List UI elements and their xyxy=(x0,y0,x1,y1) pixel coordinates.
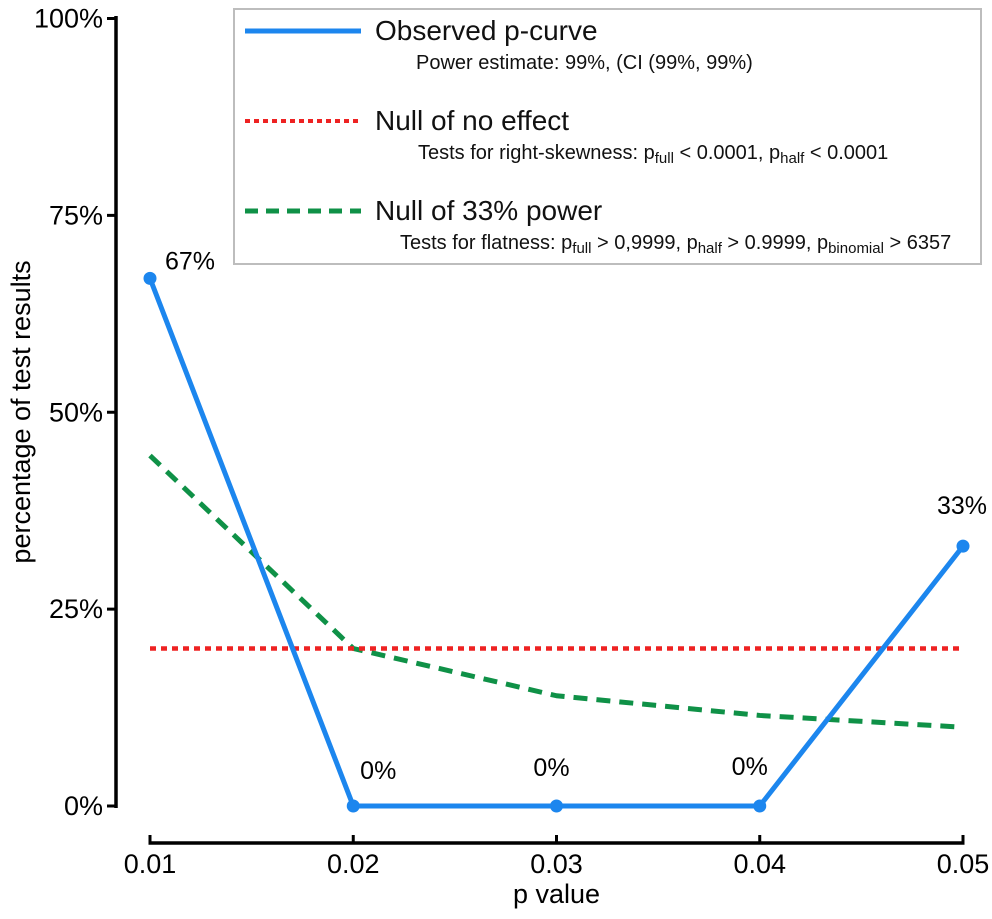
point-label: 67% xyxy=(165,247,215,275)
null-no-effect-line-swatch xyxy=(245,119,361,123)
y-tick-label: 25% xyxy=(49,594,103,624)
subscript: half xyxy=(697,240,722,257)
point-label: 33% xyxy=(937,492,987,520)
x-tick-label: 0.01 xyxy=(124,849,177,879)
legend-label-null-33-power: Null of 33% power xyxy=(375,195,603,226)
y-tick-label: 75% xyxy=(49,200,103,230)
legend-entry-null-no-effect: Null of no effect Tests for right-skewne… xyxy=(235,104,980,171)
subscript: binomial xyxy=(828,240,884,257)
detail-text: < 0.0001, p xyxy=(673,142,781,164)
data-point-observed-p-curve xyxy=(550,799,563,813)
y-tick-label: 50% xyxy=(49,397,103,427)
legend-row: Null of no effect xyxy=(235,104,980,138)
data-point-observed-p-curve xyxy=(346,799,360,813)
point-label: 0% xyxy=(732,753,768,781)
y-tick-label: 100% xyxy=(34,4,103,34)
legend-entry-null-33-power: Null of 33% power Tests for flatness: pf… xyxy=(235,194,980,261)
detail-text: Power estimate: 99%, (CI (99%, 99%) xyxy=(416,52,753,74)
legend-entry-observed-p-curve: Observed p-curve Power estimate: 99%, (C… xyxy=(235,14,980,75)
detail-text: > 6357 xyxy=(883,232,952,254)
point-label: 0% xyxy=(533,754,569,782)
subscript: full xyxy=(572,240,592,257)
x-axis-title: p value xyxy=(513,879,600,909)
legend-box: Observed p-curve Power estimate: 99%, (C… xyxy=(233,8,982,265)
data-point-observed-p-curve xyxy=(143,271,157,285)
x-tick-label: 0.02 xyxy=(327,849,380,879)
data-point-observed-p-curve xyxy=(956,539,970,553)
x-tick-label: 0.05 xyxy=(937,849,990,879)
y-tick-label: 0% xyxy=(64,791,103,821)
detail-text: Tests for right-skewness: p xyxy=(418,142,655,164)
legend-detail-right-skewness-tests: Tests for right-skewness: pfull < 0.0001… xyxy=(418,141,980,171)
legend-row: Null of 33% power xyxy=(235,194,980,228)
x-tick-label: 0.03 xyxy=(530,849,583,879)
subscript: half xyxy=(780,150,805,167)
subscript: full xyxy=(654,150,674,167)
legend-detail-flatness-tests: Tests for flatness: pfull > 0,9999, phal… xyxy=(400,231,980,261)
legend-label-observed-p-curve: Observed p-curve xyxy=(375,15,598,46)
series-line-observed-p-curve xyxy=(147,277,965,809)
detail-text: Tests for flatness: p xyxy=(400,232,573,254)
legend-label-null-no-effect: Null of no effect xyxy=(375,105,570,136)
y-axis-title: percentage of test results xyxy=(6,260,36,563)
x-tick-label: 0.04 xyxy=(733,849,786,879)
detail-text: > 0.9999, p xyxy=(721,232,829,254)
legend-row: Observed p-curve xyxy=(235,14,980,48)
observed-p-curve-line-swatch xyxy=(245,28,361,34)
point-label: 0% xyxy=(360,757,396,785)
data-point-observed-p-curve xyxy=(753,799,767,813)
null-33-power-line-swatch xyxy=(245,208,361,214)
detail-text: < 0.0001 xyxy=(804,142,889,164)
detail-text: > 0,9999, p xyxy=(591,232,698,254)
legend-detail-power-estimate: Power estimate: 99%, (CI (99%, 99%) xyxy=(416,51,980,75)
